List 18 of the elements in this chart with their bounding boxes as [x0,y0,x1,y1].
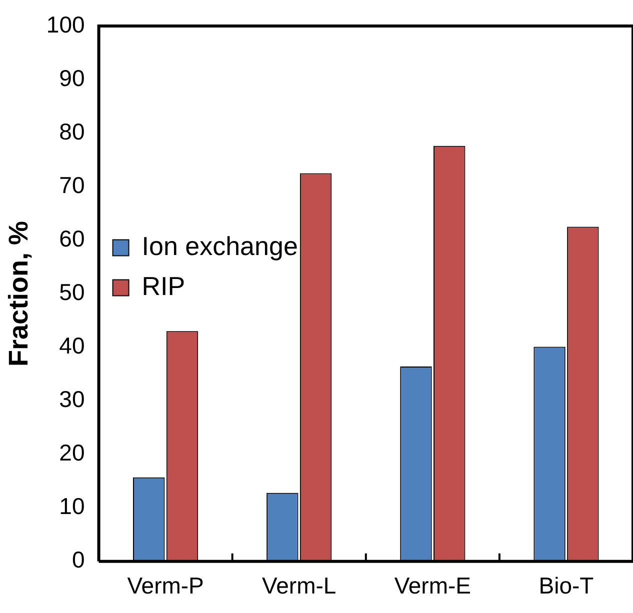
y-tick-label: 10 [59,493,85,520]
x-tick-label: Verm-L [262,572,336,599]
y-tick-label: 60 [59,226,85,252]
y-tick-label: 90 [59,64,85,91]
legend-label: RIP [142,270,186,301]
legend-label: Ion exchange [142,230,298,261]
x-tick-label: Bio-T [538,572,594,599]
y-tick-label: 20 [59,440,85,466]
y-tick-label: 40 [59,332,85,359]
y-tick-label: 100 [46,11,85,38]
y-tick-label: 70 [59,172,85,198]
y-tick-label: 80 [59,118,85,144]
y-tick-label: 30 [59,386,85,412]
x-tick-label: Verm-P [127,572,204,599]
x-tick-label: Verm-E [394,572,472,599]
y-tick-label: 0 [72,546,85,573]
y-tick-label: 50 [59,279,85,306]
y-axis-title: Fraction, % [4,220,34,366]
